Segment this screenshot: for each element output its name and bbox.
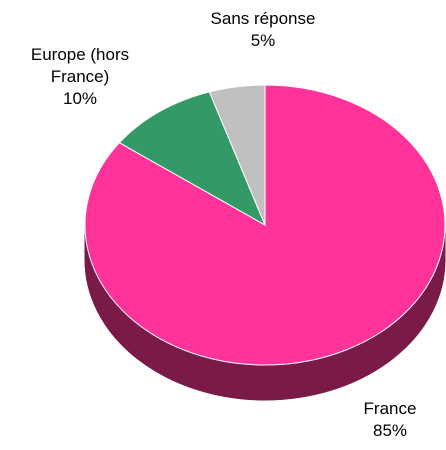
pie-slice [84,84,446,366]
category-label: Sans réponse [210,9,316,28]
category-label: Europe (hors France) [30,45,130,86]
value-label: 85% [372,421,408,440]
value-label: 5% [250,31,276,50]
slice-label: France 85% [340,398,440,442]
pie-slice [118,91,267,227]
slice-label: Sans réponse 5% [178,8,348,52]
category-label: France [363,399,417,418]
value-label: 10% [62,89,98,108]
slice-label: Europe (hors France) 10% [0,44,160,110]
pie-slice [208,84,266,226]
